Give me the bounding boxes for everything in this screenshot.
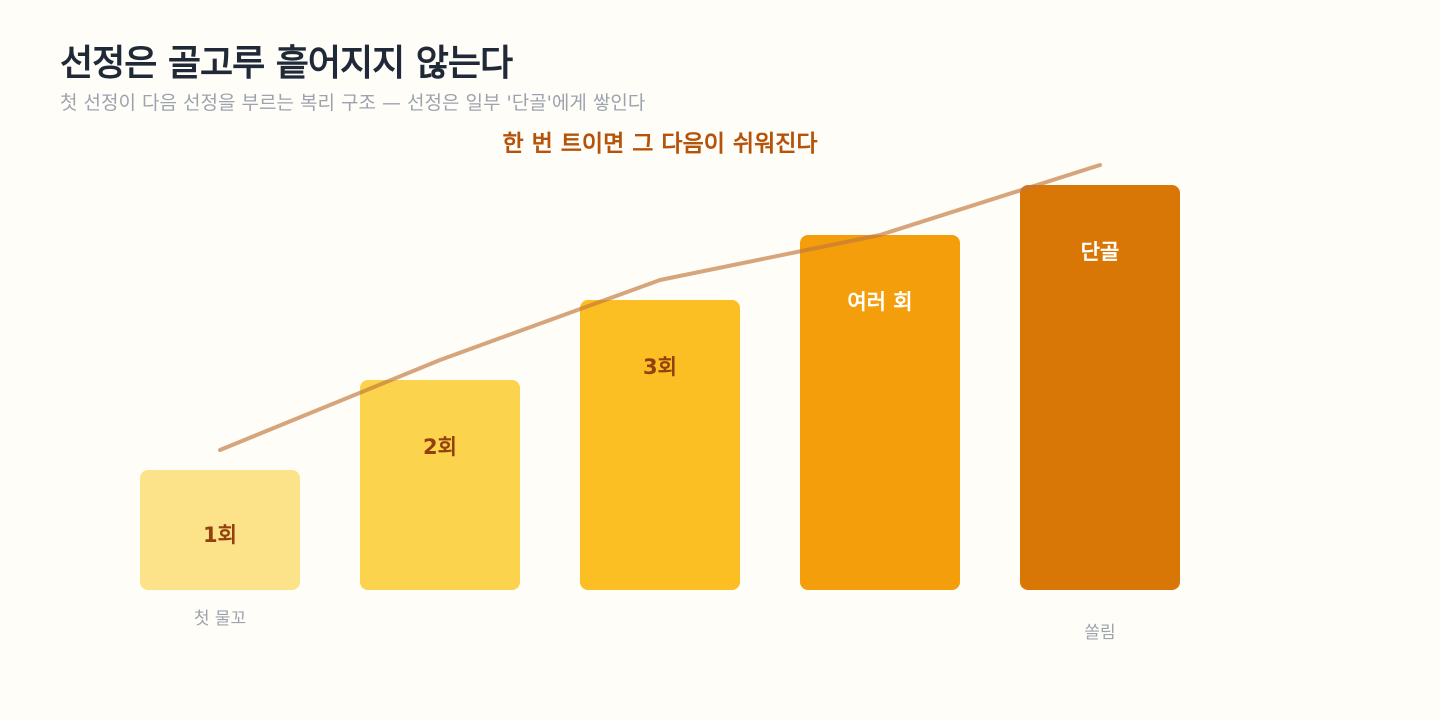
bar-label-5: 단골 xyxy=(1081,240,1120,264)
bar-2 xyxy=(360,380,520,590)
axis-label-1: 첫 물꼬 xyxy=(194,609,246,629)
bar-label-3: 3회 xyxy=(643,355,677,379)
bar-5 xyxy=(1020,185,1180,590)
bar-label-4: 여러 회 xyxy=(847,290,912,314)
bar-4 xyxy=(800,235,960,590)
axis-label-5: 쏠림 xyxy=(1084,623,1115,643)
bar-label-1: 1회 xyxy=(203,523,237,547)
trend-line xyxy=(218,163,1102,452)
bar-1 xyxy=(140,470,300,590)
bar-label-2: 2회 xyxy=(423,435,457,459)
chart-title: 선정은 골고루 흩어지지 않는다 xyxy=(60,43,513,84)
chart-subtitle: 첫 선정이 다음 선정을 부르는 복리 구조 — 선정은 일부 '단골'에게 쌓… xyxy=(60,92,646,114)
trend-annotation: 한 번 트이면 그 다음이 쉬워진다 xyxy=(502,131,818,157)
bar-3 xyxy=(580,300,740,590)
